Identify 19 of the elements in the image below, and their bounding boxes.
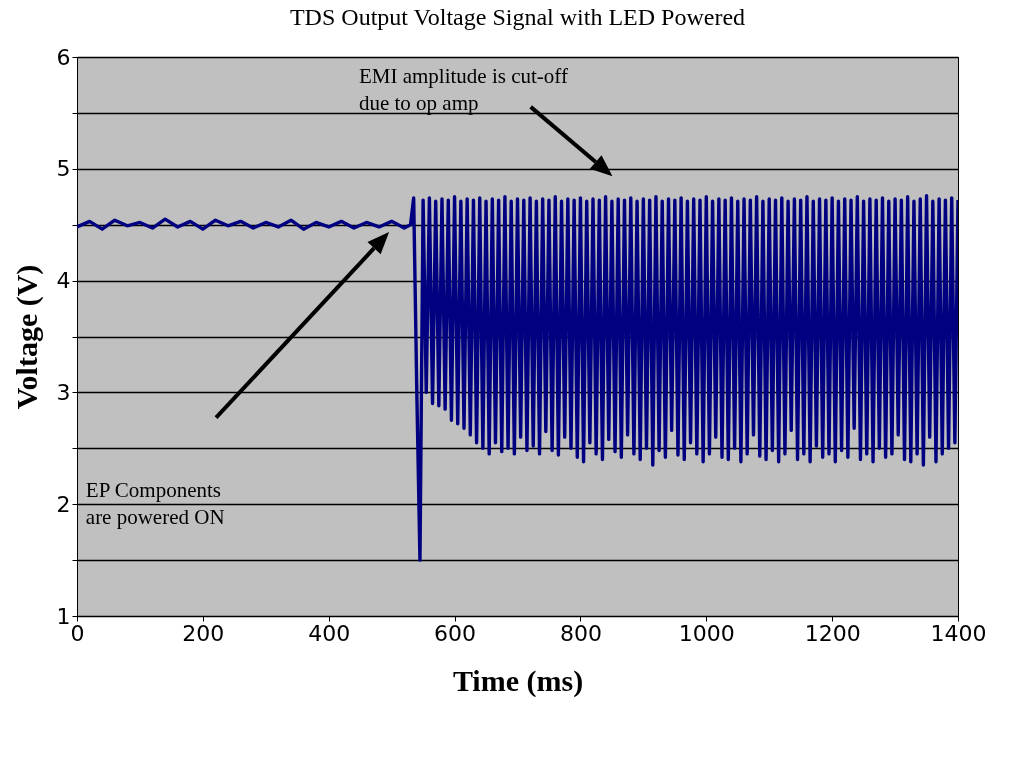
y-tick-label: 4	[56, 268, 71, 294]
y-tick-label: 3	[56, 379, 71, 405]
x-tick-label: 400	[308, 620, 351, 646]
annotation: EMI amplitude is cut-off due to op amp	[358, 64, 568, 116]
chart-title: TDS Output Voltage Signal with LED Powered	[289, 4, 746, 30]
y-tick-label: 2	[56, 491, 71, 517]
x-tick-label: 1000	[678, 620, 735, 646]
x-tick-label: 0	[70, 620, 85, 646]
y-axis-title: Voltage (V)	[9, 264, 44, 410]
x-axis-title: Time (ms)	[452, 663, 584, 698]
x-tick-label: 600	[434, 620, 477, 646]
x-tick-label: 800	[559, 620, 602, 646]
annotation: EP Components are powered ON	[85, 477, 225, 529]
x-tick-label: 1400	[930, 620, 987, 646]
x-tick-label: 200	[182, 620, 225, 646]
y-tick-label: 5	[56, 156, 71, 182]
y-tick-label: 1	[56, 603, 71, 629]
x-tick-label: 1200	[804, 620, 861, 646]
y-tick-label: 6	[56, 44, 71, 70]
